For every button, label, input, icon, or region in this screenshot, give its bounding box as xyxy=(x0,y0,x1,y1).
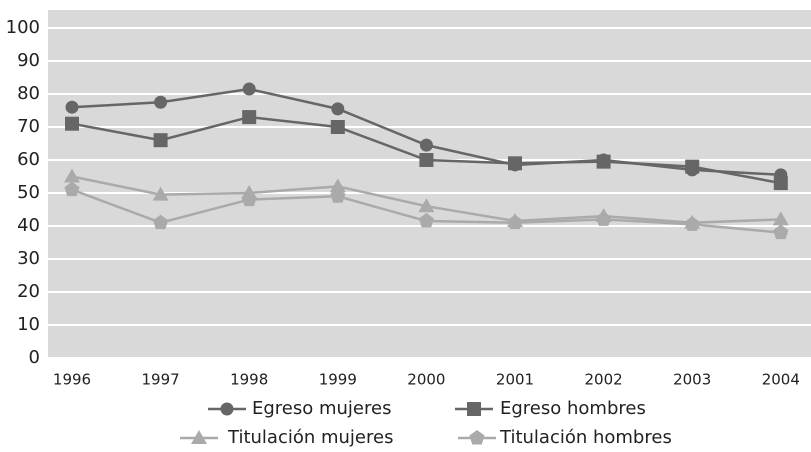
y-tick-label: 50 xyxy=(17,182,40,203)
marker xyxy=(508,156,522,171)
marker xyxy=(64,168,80,183)
marker xyxy=(507,214,523,230)
marker xyxy=(469,430,485,445)
marker xyxy=(241,191,257,207)
y-tick-label: 70 xyxy=(17,116,40,137)
marker xyxy=(329,178,346,193)
legend-label: Titulación mujeres xyxy=(227,427,393,448)
marker xyxy=(418,213,435,228)
marker xyxy=(220,402,234,416)
marker xyxy=(152,214,169,230)
y-tick-label: 40 xyxy=(17,215,40,236)
marker xyxy=(153,133,168,148)
x-tick-label: 1997 xyxy=(142,371,180,389)
y-tick-label: 90 xyxy=(17,50,40,71)
marker xyxy=(242,82,256,96)
x-tick-label: 1998 xyxy=(230,371,268,389)
marker xyxy=(595,211,612,226)
x-tick-label: 1999 xyxy=(319,371,357,389)
y-tick-label: 60 xyxy=(17,149,40,170)
marker xyxy=(330,188,346,203)
legend-label: Titulación hombres xyxy=(499,427,672,448)
marker xyxy=(772,211,789,226)
marker xyxy=(65,116,79,131)
y-tick-label: 20 xyxy=(17,281,40,302)
marker xyxy=(596,154,611,169)
marker xyxy=(242,110,257,125)
marker xyxy=(65,100,79,114)
x-tick-label: 2004 xyxy=(762,371,800,389)
marker xyxy=(773,176,788,191)
y-tick-label: 80 xyxy=(17,83,40,104)
legend-label: Egreso mujeres xyxy=(252,398,391,419)
marker xyxy=(191,430,207,444)
marker xyxy=(64,181,80,197)
legend-label: Egreso hombres xyxy=(500,398,646,419)
marker xyxy=(419,153,434,167)
plot-area xyxy=(48,10,811,358)
marker xyxy=(419,138,433,152)
x-tick-label: 2000 xyxy=(407,371,445,389)
marker xyxy=(331,102,345,116)
marker xyxy=(685,159,700,174)
marker xyxy=(684,216,700,231)
x-tick-label: 1996 xyxy=(53,371,91,389)
x-tick-label: 2003 xyxy=(673,371,711,389)
x-tick-label: 2002 xyxy=(585,371,623,389)
marker xyxy=(152,186,169,201)
marker xyxy=(418,198,435,213)
marker xyxy=(154,95,168,109)
marker xyxy=(330,120,345,134)
marker xyxy=(467,402,481,416)
y-tick-label: 0 xyxy=(29,347,40,368)
y-tick-label: 100 xyxy=(6,17,40,38)
x-tick-label: 2001 xyxy=(496,371,534,389)
marker xyxy=(773,224,789,240)
y-tick-label: 10 xyxy=(17,314,40,335)
y-tick-label: 30 xyxy=(17,248,40,269)
